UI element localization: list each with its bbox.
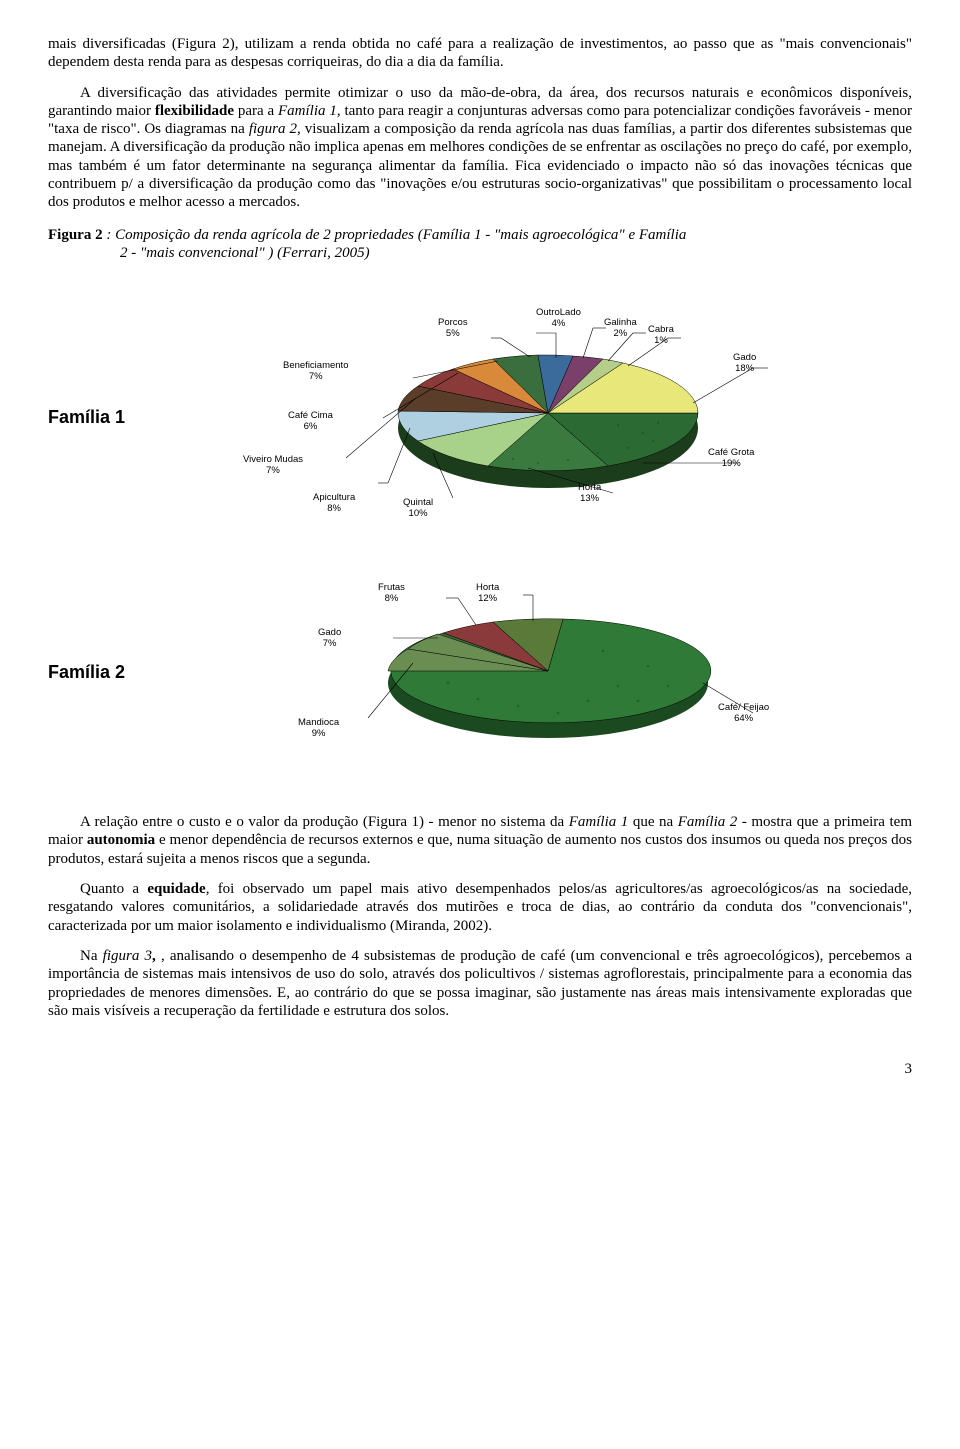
lbl-cafegrota: Café Grota19% (708, 448, 754, 470)
lbl-benef: Beneficiamento7% (283, 361, 348, 383)
lbl-frutas: Frutas8% (378, 583, 405, 605)
p3it2: Família 2 (678, 814, 738, 830)
figcap-a: Figura 2 (48, 227, 103, 243)
para-2: A diversificação das atividades permite … (48, 84, 912, 212)
para-3: A relação entre o custo e o valor da pro… (48, 813, 912, 868)
lbl-gado2: Gado7% (318, 628, 341, 650)
chart2-pie: Frutas8% Horta12% Café/ Feijao64% Mandio… (178, 583, 912, 763)
lbl-mandioca: Mandioca9% (298, 718, 339, 740)
chart1-block: Família 1 (48, 303, 912, 533)
figcap-c: 2 - "mais convencional" ) (Ferrari, 2005… (120, 245, 370, 261)
p3it1: Família 1 (569, 814, 629, 830)
p3b: que na (628, 814, 677, 830)
lbl-horta2: Horta12% (476, 583, 499, 605)
p3a: A relação entre o custo e o valor da pro… (80, 814, 569, 830)
lbl-gado: Gado18% (733, 353, 756, 375)
lbl-viveiro: Viveiro Mudas7% (243, 455, 303, 477)
p4bold: equidade (147, 881, 205, 897)
familia1-label: Família 1 (48, 407, 178, 429)
p4a: Quanto a (80, 881, 147, 897)
page-number: 3 (48, 1060, 912, 1078)
lbl-cafecima: Café Cima6% (288, 411, 333, 433)
lbl-cafefeijao: Café/ Feijao64% (718, 703, 769, 725)
para2-bold1: flexibilidade (155, 103, 234, 119)
lbl-quintal: Quintal10% (403, 498, 433, 520)
para-4: Quanto a equidade, foi observado um pape… (48, 880, 912, 935)
lbl-outrolado: OutroLado4% (536, 308, 581, 330)
para2-it2: figura 2 (249, 121, 297, 137)
figure2-caption: Figura 2 : Composição da renda agrícola … (48, 226, 912, 264)
p5b: , analisando o desempenho de 4 subsistem… (48, 948, 912, 1019)
para2-it1: Família 1 (278, 103, 337, 119)
lbl-cabra: Cabra1% (648, 325, 674, 347)
familia2-label: Família 2 (48, 662, 178, 684)
p5a: Na (80, 948, 103, 964)
lbl-porcos: Porcos5% (438, 318, 468, 340)
para-5: Na figura 3, , analisando o desempenho d… (48, 947, 912, 1020)
p5it1: figura 3 (103, 948, 152, 964)
chart1-pie: Porcos5% OutroLado4% Galinha2% Cabra1% G… (178, 303, 912, 533)
para-1: mais diversificadas (Figura 2), utilizam… (48, 35, 912, 72)
lbl-horta1: Horta13% (578, 483, 601, 505)
figcap-b: : Composição da renda agrícola de 2 prop… (103, 227, 687, 243)
lbl-galinha: Galinha2% (604, 318, 637, 340)
para2-b: para a (234, 103, 278, 119)
lbl-apicultura: Apicultura8% (313, 493, 355, 515)
p3bold: autonomia (87, 832, 155, 848)
chart2-block: Família 2 (48, 583, 912, 763)
p3d: e menor dependência de recursos externos… (48, 832, 912, 866)
